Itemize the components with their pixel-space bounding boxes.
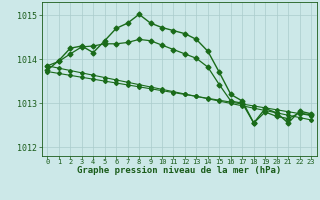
X-axis label: Graphe pression niveau de la mer (hPa): Graphe pression niveau de la mer (hPa) <box>77 166 281 175</box>
